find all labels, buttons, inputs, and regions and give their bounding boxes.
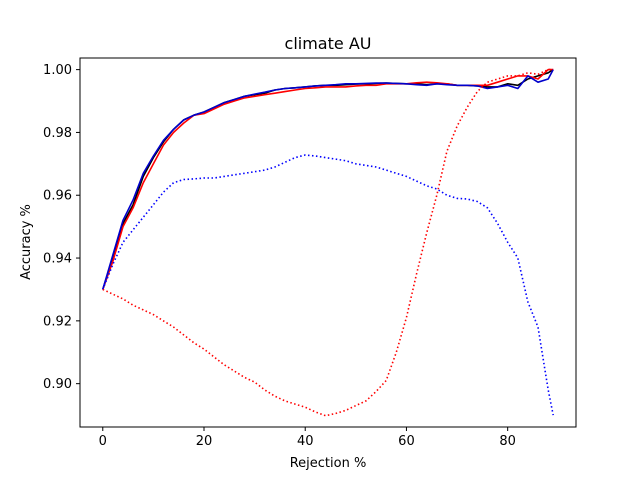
y-tick-label: 0.90 <box>43 377 72 392</box>
series-line-4 <box>102 68 554 417</box>
y-tick-label: 0.96 <box>43 189 72 204</box>
y-tick-label: 0.92 <box>43 314 72 329</box>
y-tick-label: 0.98 <box>43 126 72 141</box>
plot-frame <box>79 57 577 428</box>
x-axis-ticks: 0 20 40 60 80 <box>99 427 516 449</box>
x-tick-label: 20 <box>196 434 213 449</box>
series-line-1 <box>102 68 554 290</box>
y-axis-title: Accuracy % <box>19 204 34 280</box>
x-axis-title: Rejection % <box>290 456 367 471</box>
y-tick-label: 0.94 <box>43 252 72 267</box>
y-tick-label: 1.00 <box>43 63 72 78</box>
y-axis-ticks: 0.90 0.92 0.94 0.96 0.98 1.00 <box>43 63 80 392</box>
x-tick-label: 60 <box>398 434 415 449</box>
series-layer <box>102 68 554 417</box>
x-tick-label: 40 <box>297 434 314 449</box>
chart-title: climate AU <box>285 34 372 53</box>
plot-area <box>79 57 577 428</box>
x-tick-label: 80 <box>499 434 516 449</box>
x-tick-label: 0 <box>99 434 107 449</box>
